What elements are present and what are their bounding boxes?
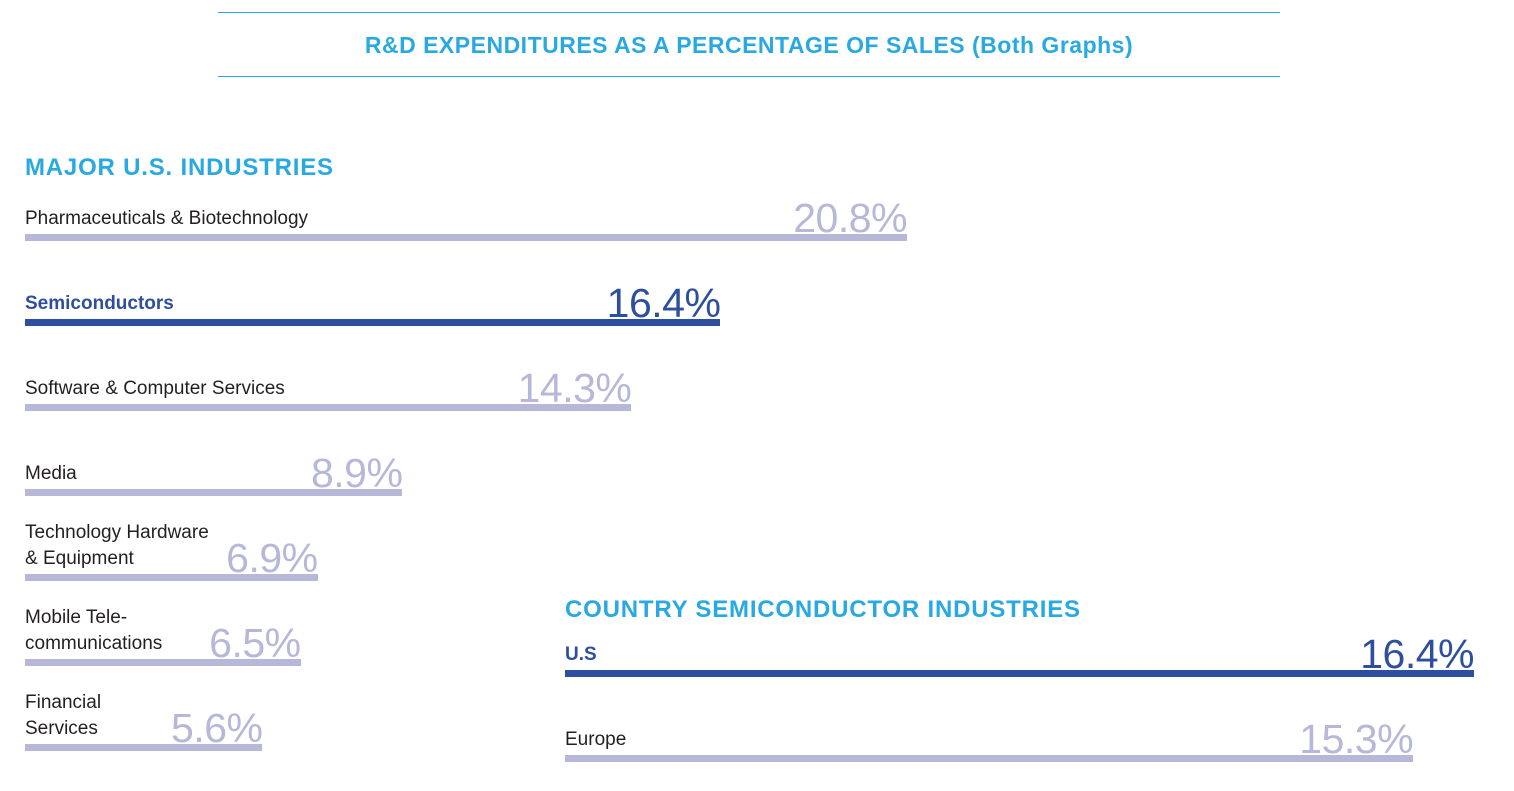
bar-technology-hardware-equipment — [25, 574, 318, 581]
bar-financial-services — [25, 744, 263, 751]
country-chart-title: COUNTRY SEMICONDUCTOR INDUSTRIES — [565, 596, 1081, 623]
value-label-u-s: 16.4% — [1360, 631, 1474, 677]
bar-u-s — [565, 670, 1474, 677]
industries-chart-title: MAJOR U.S. INDUSTRIES — [25, 154, 334, 181]
chart-main-title: R&D EXPENDITURES AS A PERCENTAGE OF SALE… — [364, 32, 1134, 58]
category-label-mobile-tele-communications: Mobile Tele-communications — [25, 607, 163, 654]
value-label-pharmaceuticals-biotechnology: 20.8% — [793, 195, 907, 241]
category-label-europe: Europe — [565, 729, 627, 750]
bar-pharmaceuticals-biotechnology — [25, 234, 907, 241]
category-label-semiconductors: Semiconductors — [25, 293, 174, 314]
category-label-software-computer-services: Software & Computer Services — [25, 378, 285, 399]
bar-mobile-tele-communications — [25, 659, 301, 666]
bar-software-computer-services — [25, 404, 632, 411]
bar-europe — [565, 755, 1414, 762]
category-label-u-s: U.S — [565, 644, 597, 665]
value-label-software-computer-services: 14.3% — [517, 365, 632, 411]
bar-semiconductors — [25, 319, 721, 326]
title-rule-bottom — [218, 76, 1280, 77]
value-label-semiconductors: 16.4% — [606, 280, 721, 326]
value-label-media: 8.9% — [310, 450, 403, 496]
value-label-technology-hardware-equipment: 6.9% — [226, 535, 318, 581]
category-label-financial-services: Financial Services — [25, 692, 102, 739]
category-label-technology-hardware-equipment: Technology Hardware & Equipment — [25, 522, 209, 569]
value-label-financial-services: 5.6% — [171, 705, 263, 751]
bar-media — [25, 489, 403, 496]
value-label-mobile-tele-communications: 6.5% — [209, 620, 301, 666]
title-rule-top — [218, 12, 1280, 13]
value-label-europe: 15.3% — [1299, 716, 1414, 762]
category-label-media: Media — [25, 463, 77, 484]
category-label-pharmaceuticals-biotechnology: Pharmaceuticals & Biotechnology — [25, 208, 309, 229]
